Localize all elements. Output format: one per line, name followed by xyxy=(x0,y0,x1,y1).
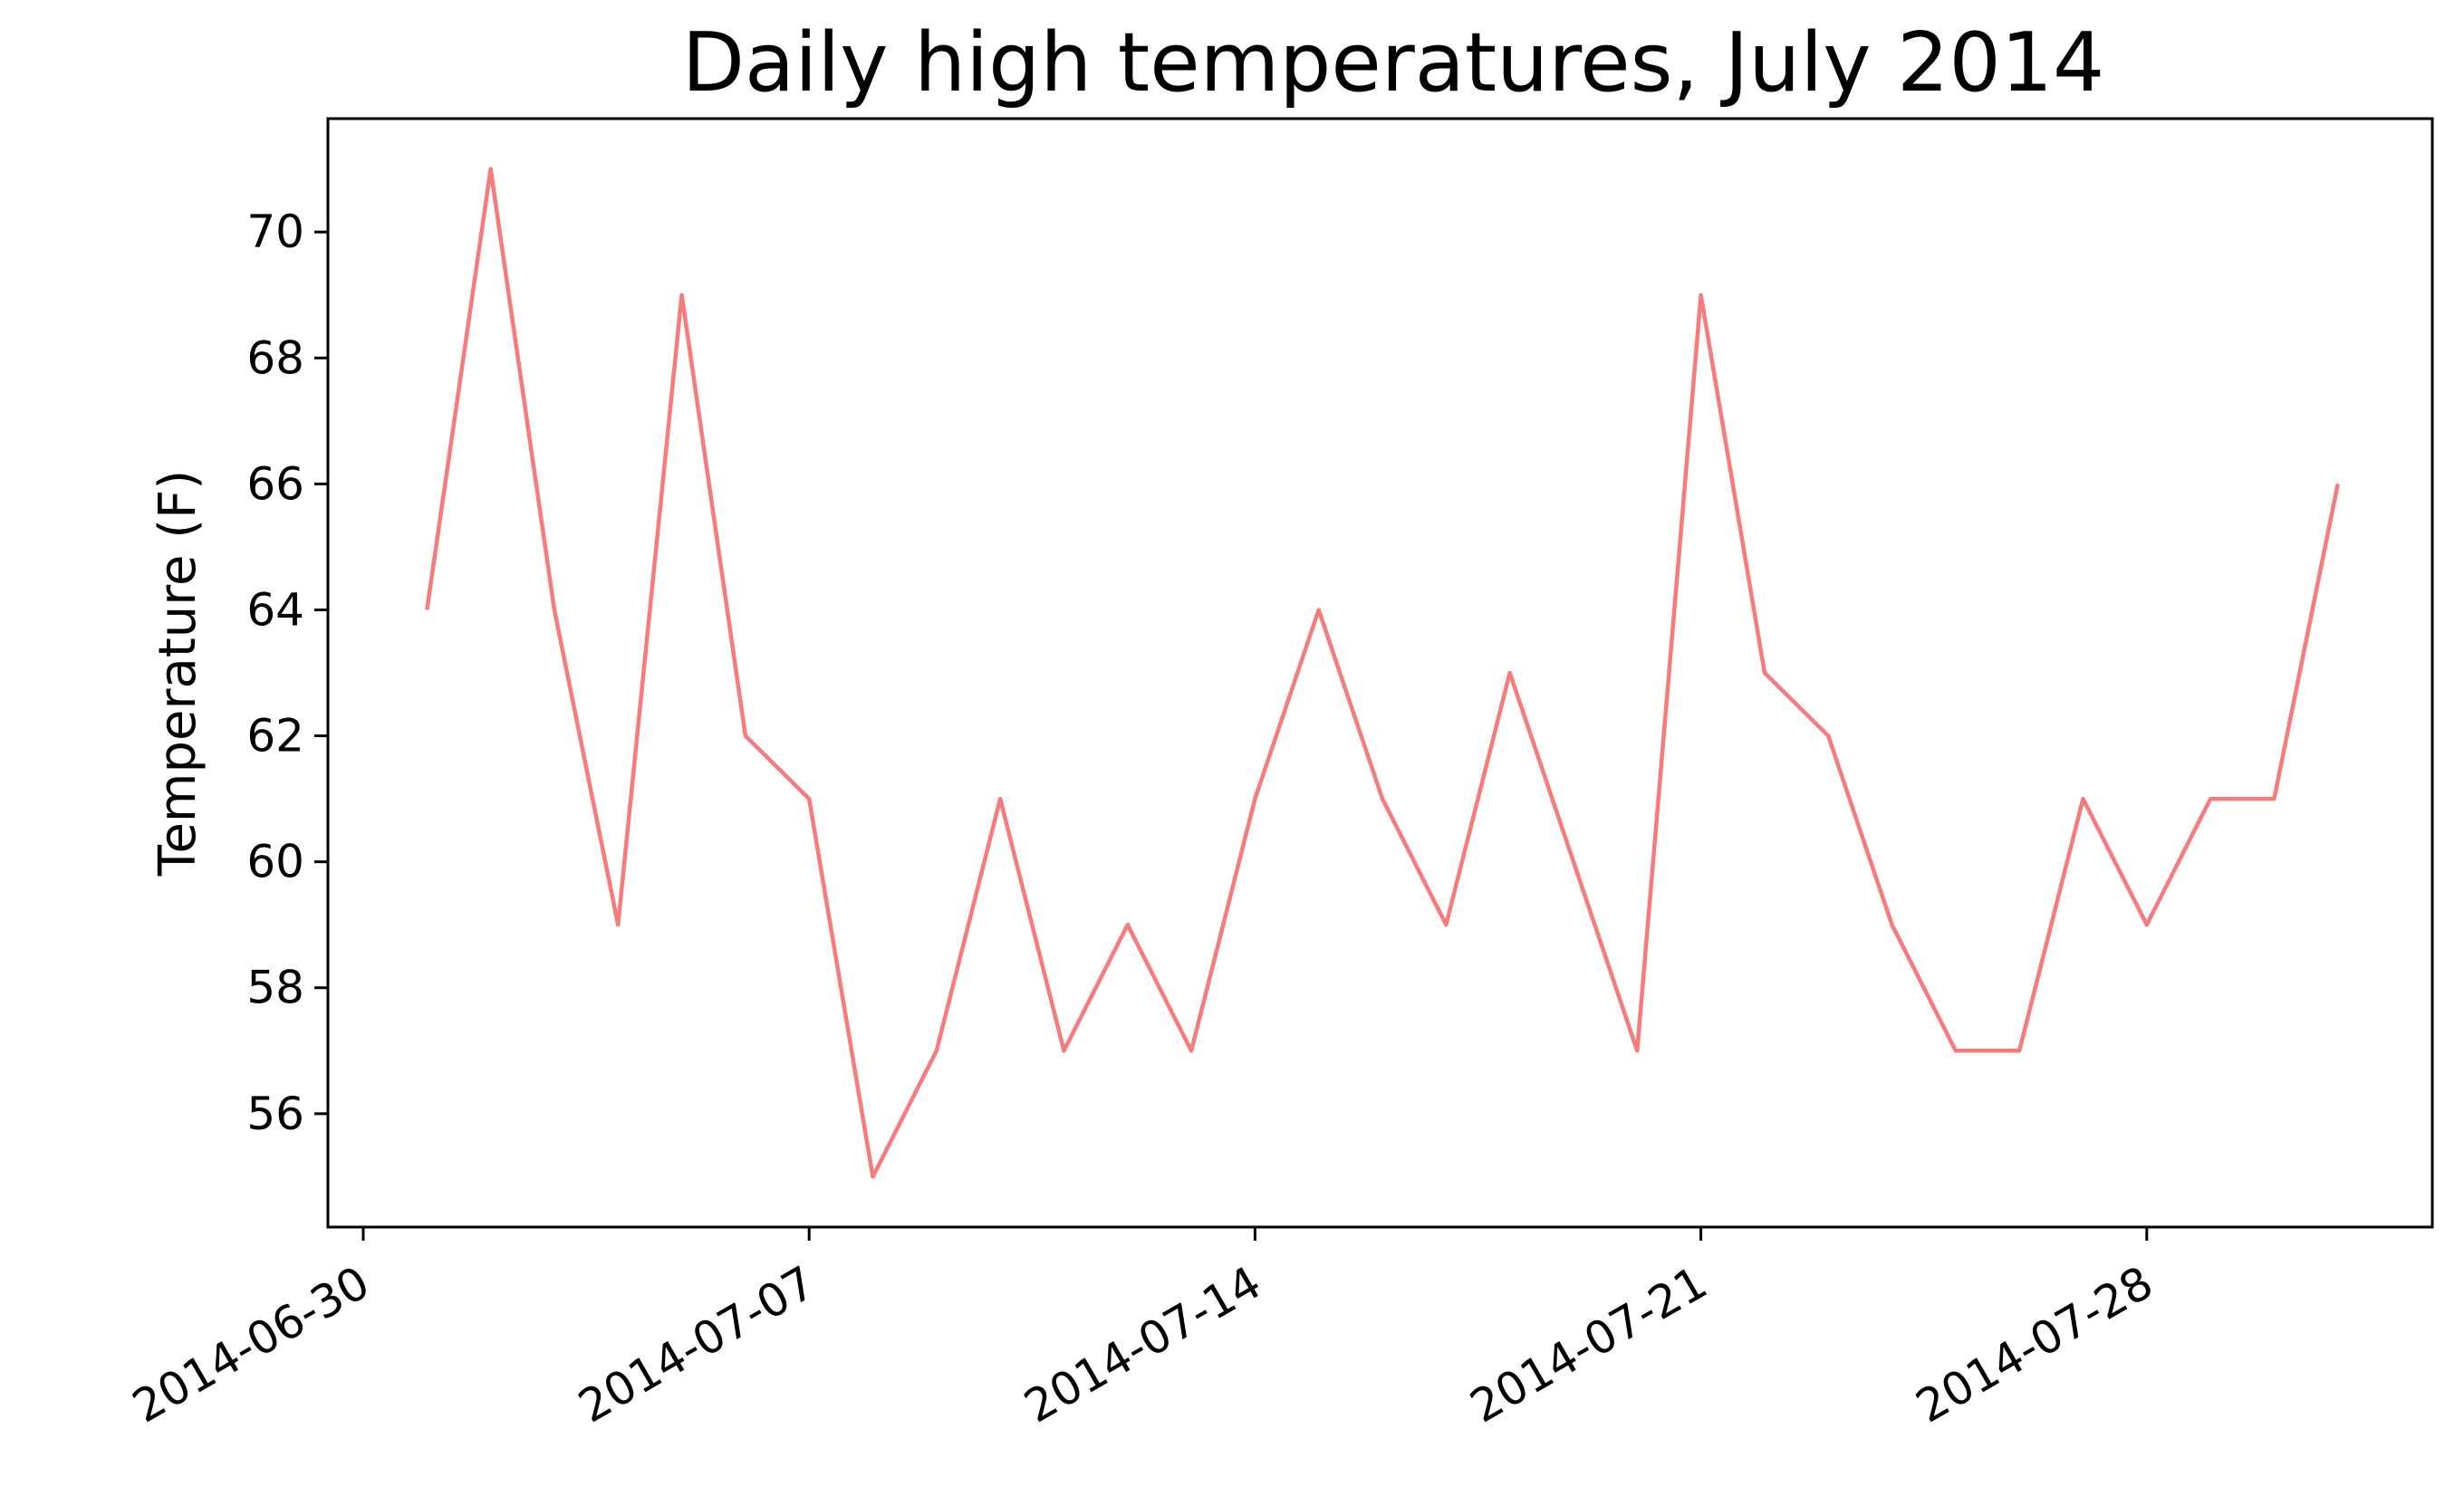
y-tick-label: 62 xyxy=(246,710,304,763)
y-tick-label: 58 xyxy=(246,962,304,1014)
x-axis: 2014-06-30 2014-07-07 2014-07-14 2014-07-21… xyxy=(124,1227,2161,1434)
x-tick-label: 2014-06-30 xyxy=(124,1256,379,1434)
plot-area xyxy=(326,117,2434,1229)
y-tick-label: 70 xyxy=(246,206,304,258)
x-tick-label: 2014-07-28 xyxy=(1908,1256,2162,1434)
x-tick-label: 2014-07-07 xyxy=(570,1256,824,1434)
y-tick-label: 66 xyxy=(246,457,304,510)
temperature-series-line xyxy=(425,167,2340,1179)
y-axis-label: Temperature (F) xyxy=(149,470,207,877)
axes-frame xyxy=(326,117,2434,1229)
y-axis: 56 58 60 62 64 66 68 70 xyxy=(246,206,328,1140)
y-tick-label: 60 xyxy=(246,836,304,888)
x-tick-label: 2014-07-14 xyxy=(1015,1256,1270,1434)
y-tick-label: 56 xyxy=(246,1088,304,1140)
x-tick-label: 2014-07-21 xyxy=(1461,1256,1716,1434)
y-tick-label: 64 xyxy=(246,583,304,636)
y-tick-label: 68 xyxy=(246,331,304,384)
chart-title: Daily high temperatures, July 2014 xyxy=(682,15,2104,110)
